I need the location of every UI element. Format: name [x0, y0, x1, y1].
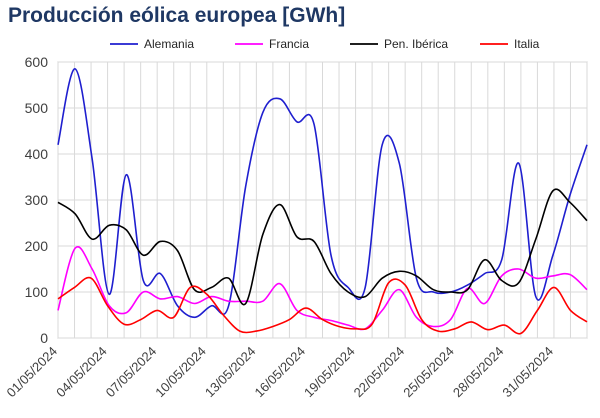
chart-title: Producción eólica europea [GWh]	[8, 4, 346, 27]
legend-label: Italia	[514, 37, 540, 51]
x-tick-label: 01/05/2024	[3, 344, 60, 401]
y-tick-label: 300	[25, 192, 49, 208]
x-tick-label: 19/05/2024	[301, 344, 358, 401]
y-tick-label: 500	[25, 100, 49, 116]
x-tick-label: 10/05/2024	[152, 344, 209, 401]
y-tick-label: 0	[40, 330, 48, 346]
legend-label: Pen. Ibérica	[384, 37, 448, 51]
x-tick-label: 04/05/2024	[53, 344, 110, 401]
x-tick-label: 31/05/2024	[499, 344, 556, 401]
x-tick-label: 13/05/2024	[202, 344, 259, 401]
y-tick-label: 100	[25, 284, 49, 300]
legend-label: Francia	[269, 37, 309, 51]
series-line-alemania	[57, 68, 588, 319]
y-tick-label: 400	[25, 146, 49, 162]
legend-label: Alemania	[144, 37, 194, 51]
x-tick-label: 25/05/2024	[400, 344, 457, 401]
x-tick-label: 16/05/2024	[251, 344, 308, 401]
x-tick-label: 07/05/2024	[103, 344, 160, 401]
x-tick-label: 22/05/2024	[351, 344, 408, 401]
series-line-pen-ib-rica	[57, 188, 588, 306]
y-tick-label: 200	[25, 238, 49, 254]
x-tick-label: 28/05/2024	[450, 344, 507, 401]
series-line-italia	[57, 276, 588, 335]
y-tick-label: 600	[25, 54, 49, 70]
